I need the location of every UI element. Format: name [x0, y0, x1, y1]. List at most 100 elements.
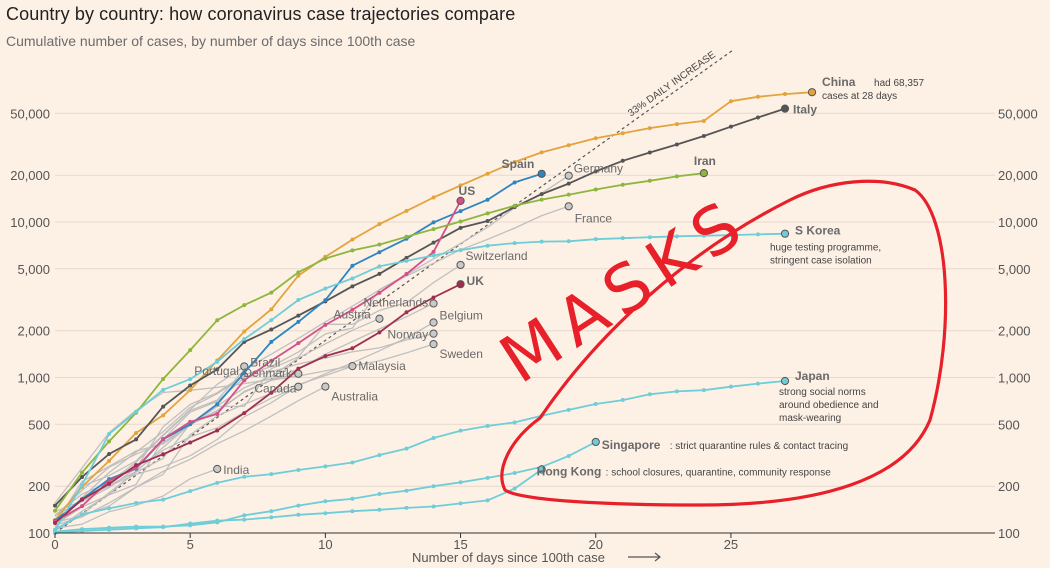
data-point-italy: [701, 134, 706, 139]
data-point-italy: [755, 115, 760, 120]
data-point-s-korea: [134, 409, 139, 414]
data-point-spain: [269, 339, 274, 344]
data-point-china: [539, 150, 544, 155]
data-point-hong-kong: [458, 501, 463, 506]
y-tick-right-10000: 10,000: [998, 215, 1038, 230]
data-point-iran: [107, 439, 112, 444]
y-tick-left-100: 100: [28, 526, 50, 541]
data-point-spain: [377, 250, 382, 255]
data-point-china: [134, 430, 139, 435]
series-line-japan: [54, 380, 786, 531]
data-point-s-korea: [431, 253, 436, 258]
series-label-hong-kong: Hong Kong: [537, 465, 602, 479]
series-line-s-korea: [54, 232, 786, 531]
data-point-italy: [620, 158, 625, 163]
end-point-malaysia: [348, 362, 357, 371]
end-point-us: [456, 196, 465, 205]
series-line-australia: [54, 386, 326, 526]
series-label-uk: UK: [467, 274, 485, 288]
data-point-iran: [269, 290, 274, 295]
y-tick-left-500: 500: [28, 417, 50, 432]
series-note-china-2: cases at 28 days: [822, 91, 897, 102]
data-point-japan: [80, 512, 85, 517]
x-tick-20: 20: [589, 537, 603, 552]
data-point-hong-kong: [296, 512, 301, 517]
data-point-japan: [323, 464, 328, 469]
end-point-iran: [699, 169, 708, 178]
data-point-uk: [404, 310, 409, 315]
series-note-china-1: had 68,357: [874, 78, 924, 89]
data-point-china: [620, 131, 625, 136]
data-point-iran: [458, 219, 463, 224]
data-point-uk: [350, 346, 355, 351]
data-point-italy: [53, 503, 57, 508]
series-line-germany: [54, 175, 570, 516]
data-point-china: [350, 237, 355, 242]
data-point-singapore: [431, 484, 436, 489]
data-point-japan: [377, 453, 382, 458]
series-label-japan: Japan: [795, 369, 830, 383]
data-point-uk: [80, 497, 85, 502]
data-point-hong-kong: [269, 515, 274, 520]
series-line-belgium: [54, 321, 434, 528]
data-point-s-korea: [296, 298, 301, 303]
x-tick-5: 5: [187, 537, 194, 552]
chart-title: Country by country: how coronavirus case…: [6, 4, 516, 24]
data-point-s-korea: [377, 264, 382, 269]
data-point-italy: [485, 219, 490, 224]
data-point-iran: [566, 192, 571, 197]
series-label-brazil: Brazil: [250, 355, 280, 369]
series-note-singapore: : strict quarantine rules & contact trac…: [670, 441, 848, 452]
data-point-japan: [458, 428, 463, 433]
series-label-india: India: [223, 463, 249, 477]
data-point-s-korea: [566, 239, 571, 244]
data-point-spain: [215, 402, 220, 407]
series-note-s-korea-1: stringent case isolation: [770, 256, 872, 267]
data-point-italy: [566, 181, 571, 186]
data-point-us: [215, 411, 220, 416]
data-point-s-korea: [485, 243, 490, 248]
data-point-china: [404, 208, 409, 213]
data-point-us: [80, 504, 85, 509]
data-point-spain: [458, 209, 463, 214]
data-point-iran: [485, 211, 490, 216]
y-tick-right-500: 500: [998, 417, 1020, 432]
data-point-s-korea: [107, 432, 112, 437]
series-labels: China Italy Spain US Germany Iran France S Kore…: [194, 75, 924, 478]
data-point-iran: [296, 270, 301, 275]
data-point-japan: [134, 500, 139, 505]
data-point-spain: [242, 370, 247, 375]
data-point-hong-kong: [161, 525, 166, 530]
annotation-circle: [500, 179, 948, 507]
end-point-china: [807, 88, 817, 97]
data-point-japan: [620, 398, 625, 403]
series-label-china: China: [822, 75, 856, 89]
data-point-japan: [431, 436, 436, 441]
y-tick-right-1000: 1,000: [998, 371, 1031, 386]
data-point-us: [107, 478, 112, 483]
data-point-us: [377, 290, 382, 295]
data-point-china: [674, 122, 679, 127]
data-point-singapore: [485, 475, 490, 480]
data-point-hong-kong: [512, 486, 517, 491]
data-point-iran: [80, 470, 85, 475]
data-point-japan: [350, 460, 355, 465]
data-point-japan: [485, 423, 490, 428]
series-label-canada: Canada: [254, 382, 296, 396]
end-point-australia: [321, 382, 330, 391]
series-label-norway: Norway: [388, 328, 429, 342]
data-point-japan: [107, 506, 112, 511]
series-label-australia: Australia: [331, 390, 378, 404]
data-point-italy: [350, 284, 355, 289]
data-point-us: [323, 322, 328, 327]
data-point-italy: [80, 475, 85, 480]
series-label-spain: Spain: [502, 157, 535, 171]
series-label-singapore: Singapore: [602, 438, 661, 452]
data-point-hong-kong: [377, 507, 382, 512]
data-point-us: [431, 249, 436, 254]
data-point-japan: [296, 468, 301, 473]
series-note-japan-2: mask-wearing: [779, 413, 841, 424]
data-point-hong-kong: [350, 509, 355, 514]
data-point-japan: [404, 446, 409, 451]
y-tick-right-20000: 20,000: [998, 168, 1038, 183]
